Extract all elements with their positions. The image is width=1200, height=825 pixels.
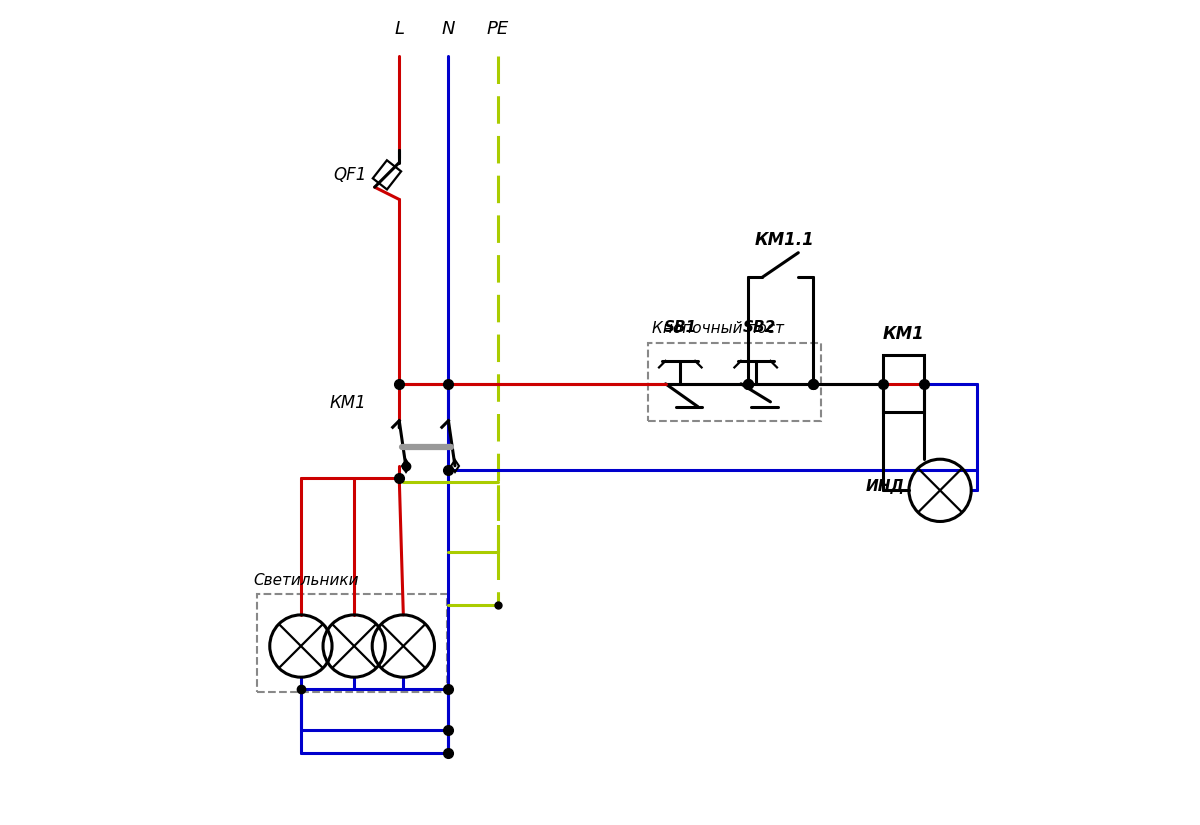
- Text: ИНД: ИНД: [865, 478, 905, 493]
- Text: PE: PE: [486, 20, 509, 38]
- Text: SB2: SB2: [743, 319, 776, 335]
- Bar: [373, 160, 401, 190]
- Text: N: N: [442, 20, 455, 38]
- Text: Кнопочный пост: Кнопочный пост: [652, 321, 784, 337]
- Text: КМ1: КМ1: [882, 325, 924, 343]
- Bar: [883, 355, 924, 412]
- Text: Светильники: Светильники: [253, 573, 359, 588]
- Text: КМ1: КМ1: [330, 394, 366, 412]
- Text: КМ1.1: КМ1.1: [755, 231, 815, 248]
- Text: SB1: SB1: [664, 319, 697, 335]
- Text: L: L: [395, 20, 404, 38]
- Text: QF1: QF1: [334, 166, 366, 184]
